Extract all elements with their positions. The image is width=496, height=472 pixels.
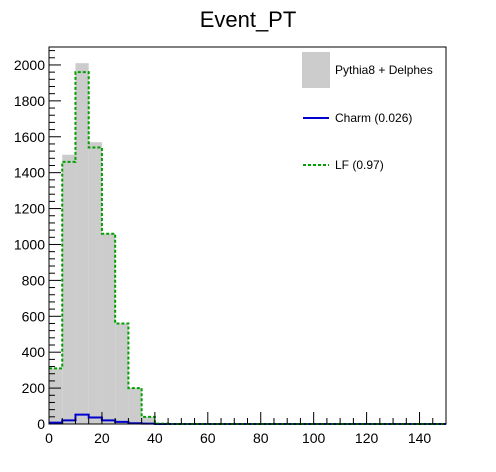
histogram-bar — [141, 416, 155, 424]
y-tick-label: 600 — [22, 308, 46, 324]
histogram-bar — [62, 154, 76, 424]
histogram-bar — [75, 63, 89, 425]
y-tick-label: 1600 — [14, 129, 45, 145]
histogram-bar — [101, 233, 116, 424]
x-tick-label: 60 — [200, 430, 216, 446]
x-tick-label: 80 — [253, 430, 269, 446]
y-tick-label: 2000 — [14, 57, 45, 73]
legend: Pythia8 + Delphes Charm (0.026) LF (0.97) — [302, 52, 433, 172]
histogram-bar — [88, 142, 102, 424]
legend-label: Charm (0.026) — [335, 111, 412, 125]
y-tick-label: 1000 — [14, 236, 45, 252]
legend-label: Pythia8 + Delphes — [335, 63, 433, 77]
x-tick-label: 100 — [302, 430, 326, 446]
x-tick-label: 0 — [45, 430, 53, 446]
histogram-bar — [128, 388, 142, 424]
histogram-bar — [49, 368, 63, 424]
chart-title: Event_PT — [200, 7, 297, 32]
x-tick-label: 40 — [147, 430, 163, 446]
x-tick-label: 140 — [408, 430, 432, 446]
histogram-bar — [115, 323, 129, 424]
y-tick-label: 0 — [37, 416, 45, 432]
y-tick-label: 800 — [22, 272, 46, 288]
y-tick-label: 1400 — [14, 165, 45, 181]
y-tick-label: 400 — [22, 344, 46, 360]
y-tick-label: 1800 — [14, 93, 45, 109]
x-tick-label: 20 — [94, 430, 110, 446]
legend-swatch-filled — [302, 52, 330, 88]
y-tick-label: 200 — [22, 380, 46, 396]
legend-label: LF (0.97) — [335, 158, 384, 172]
y-tick-label: 1200 — [14, 201, 45, 217]
x-tick-label: 120 — [355, 430, 379, 446]
bars-layer — [49, 63, 169, 425]
axes-layer: 0 200 400 600 800 1000 1200 1400 1600 1800 2000 0 20… — [14, 50, 447, 446]
